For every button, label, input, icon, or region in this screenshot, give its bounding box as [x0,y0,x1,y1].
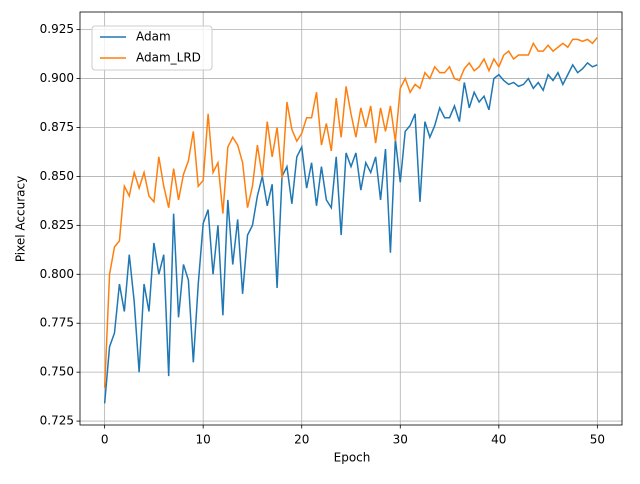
legend-label: Adam [136,30,171,44]
x-tick-label: 20 [294,433,309,447]
data-line [103,36,598,388]
y-tick-label: 0.875 [40,120,74,134]
data-line [103,61,598,404]
y-tick-label: 0.750 [40,365,74,379]
y-tick-label: 0.925 [40,22,74,36]
y-tick-label: 0.825 [40,218,74,232]
x-tick-label: 50 [590,433,605,447]
legend: Adam Adam_LRD [91,25,213,71]
y-axis-label: Pixel Accuracy [14,176,28,262]
y-tick-label: 0.800 [40,267,74,281]
y-tick-label: 0.725 [40,414,74,428]
y-tick-label: 0.900 [40,71,74,85]
x-axis-label: Epoch [334,451,371,465]
x-tick-label: 0 [101,433,109,447]
legend-label: Adam_LRD [136,51,201,65]
x-tick-label: 10 [196,433,211,447]
grid [80,12,622,425]
plot-frame [79,11,623,426]
x-tick-label: 40 [491,433,506,447]
y-tick-label: 0.775 [40,316,74,330]
y-tick-label: 0.850 [40,169,74,183]
x-tick-label: 30 [393,433,408,447]
